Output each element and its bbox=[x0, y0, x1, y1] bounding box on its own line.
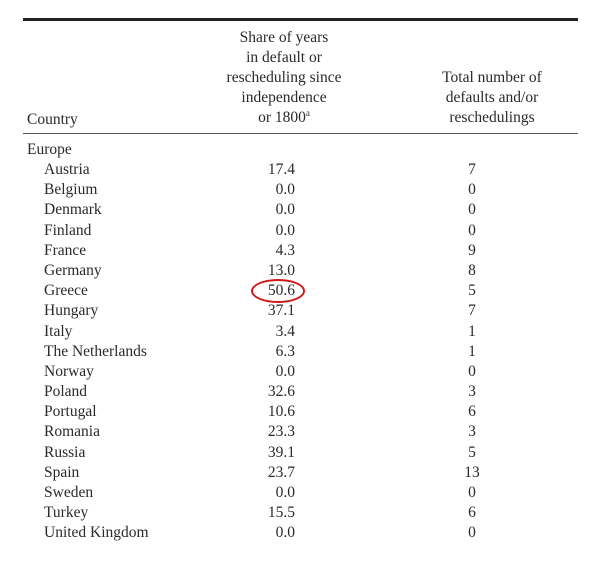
share-cell: 6.3 bbox=[275, 342, 295, 360]
table-row: Sweden 0.0 0 bbox=[0, 483, 599, 503]
total-cell: 1 bbox=[468, 342, 476, 360]
total-cell: 0 bbox=[468, 362, 476, 380]
country-cell: The Netherlands bbox=[44, 342, 147, 360]
header-share-line: Share of years bbox=[239, 29, 329, 46]
country-cell: Italy bbox=[44, 322, 73, 340]
table-row: Denmark 0.0 0 bbox=[0, 200, 599, 220]
share-cell: 15.5 bbox=[267, 504, 295, 522]
country-cell: Portugal bbox=[44, 403, 97, 421]
table-row: Portugal 10.6 6 bbox=[0, 402, 599, 422]
country-cell: Denmark bbox=[44, 201, 102, 219]
total-cell: 6 bbox=[468, 504, 476, 522]
country-cell: Norway bbox=[44, 362, 94, 380]
total-cell: 3 bbox=[468, 423, 476, 441]
region-label: Europe bbox=[27, 141, 72, 158]
share-cell: 23.7 bbox=[267, 463, 295, 481]
total-cell: 0 bbox=[468, 181, 476, 199]
header-share-line: in default or bbox=[246, 49, 322, 66]
share-cell: 37.1 bbox=[267, 302, 295, 320]
total-cell: 0 bbox=[468, 221, 476, 239]
share-cell: 10.6 bbox=[267, 403, 295, 421]
table-row: Greece 50.6 5 bbox=[0, 279, 599, 304]
total-cell: 7 bbox=[468, 302, 476, 320]
share-cell: 3.4 bbox=[275, 322, 295, 340]
country-cell: Finland bbox=[44, 221, 92, 239]
header-share-line-last: or 1800a bbox=[200, 108, 368, 128]
header-total: Total number of defaults and/or reschedu… bbox=[408, 68, 576, 128]
header-total-line: reschedulings bbox=[449, 109, 535, 126]
table-row: United Kingdom 0.0 0 bbox=[0, 523, 599, 543]
table-row: Finland 0.0 0 bbox=[0, 221, 599, 241]
table-row: Romania 23.3 3 bbox=[0, 422, 599, 442]
header-share: Share of years in default or reschedulin… bbox=[200, 28, 368, 128]
share-cell: 0.0 bbox=[275, 524, 295, 542]
total-cell: 0 bbox=[468, 201, 476, 219]
country-cell: United Kingdom bbox=[44, 524, 149, 542]
country-cell: Russia bbox=[44, 443, 86, 461]
total-cell: 3 bbox=[468, 383, 476, 401]
table-row: Italy 3.4 1 bbox=[0, 322, 599, 342]
header-total-line: defaults and/or bbox=[445, 89, 539, 106]
share-cell: 0.0 bbox=[275, 221, 295, 239]
top-rule bbox=[23, 18, 578, 21]
total-cell: 5 bbox=[468, 282, 476, 300]
share-cell: 0.0 bbox=[275, 484, 295, 501]
table-row: The Netherlands 6.3 1 bbox=[0, 342, 599, 362]
total-cell: 5 bbox=[468, 443, 476, 461]
share-cell: 0.0 bbox=[275, 181, 295, 199]
table-row: France 4.3 9 bbox=[0, 241, 599, 261]
country-cell: Spain bbox=[44, 463, 80, 481]
total-cell: 6 bbox=[468, 403, 476, 421]
country-cell: Romania bbox=[44, 423, 100, 441]
total-cell: 1 bbox=[468, 322, 476, 340]
total-cell: 13 bbox=[464, 463, 480, 481]
header-country: Country bbox=[27, 111, 78, 128]
country-cell: Poland bbox=[44, 383, 88, 401]
table-row: Russia 39.1 5 bbox=[0, 443, 599, 463]
share-cell: 4.3 bbox=[275, 241, 295, 259]
total-cell: 0 bbox=[468, 484, 476, 501]
country-cell: Sweden bbox=[44, 484, 94, 501]
share-cell: 17.4 bbox=[267, 161, 295, 178]
total-cell: 9 bbox=[468, 241, 476, 259]
table-row: Belgium 0.0 0 bbox=[0, 180, 599, 200]
share-cell: 39.1 bbox=[267, 443, 295, 461]
country-cell: Turkey bbox=[44, 504, 89, 522]
share-cell: 0.0 bbox=[275, 362, 295, 380]
country-cell: Germany bbox=[44, 261, 102, 279]
header-total-line: Total number of bbox=[442, 69, 542, 86]
footnote-marker: a bbox=[305, 108, 310, 118]
table-row: Norway 0.0 0 bbox=[0, 362, 599, 382]
country-cell: Greece bbox=[44, 282, 88, 300]
table-row: Germany 13.0 8 bbox=[0, 261, 599, 281]
share-cell: 50.6 bbox=[267, 282, 295, 300]
total-cell: 7 bbox=[468, 161, 476, 178]
country-cell: Austria bbox=[44, 161, 90, 178]
country-cell: Belgium bbox=[44, 181, 98, 199]
country-cell: France bbox=[44, 241, 87, 259]
header-rule bbox=[23, 133, 578, 134]
country-cell: Hungary bbox=[44, 302, 99, 320]
header-share-line: rescheduling since bbox=[226, 69, 342, 86]
table-body: Austria 17.4 7 Belgium 0.0 0 Denmark 0.0 0 Finlan… bbox=[0, 160, 599, 544]
header-share-line: independence bbox=[241, 89, 327, 106]
table-row: Austria 17.4 7 bbox=[0, 160, 599, 180]
header-share-line: or 1800 bbox=[258, 109, 306, 126]
table-row: Spain 23.7 13 bbox=[0, 463, 599, 483]
total-cell: 0 bbox=[468, 524, 476, 542]
total-cell: 8 bbox=[468, 261, 476, 279]
share-cell: 13.0 bbox=[267, 261, 295, 279]
table-row: Turkey 15.5 6 bbox=[0, 503, 599, 523]
share-cell: 0.0 bbox=[275, 201, 295, 219]
table-row: Hungary 37.1 7 bbox=[0, 301, 599, 321]
table-row: Poland 32.6 3 bbox=[0, 382, 599, 402]
share-cell: 23.3 bbox=[267, 423, 295, 441]
share-cell: 32.6 bbox=[267, 383, 295, 401]
